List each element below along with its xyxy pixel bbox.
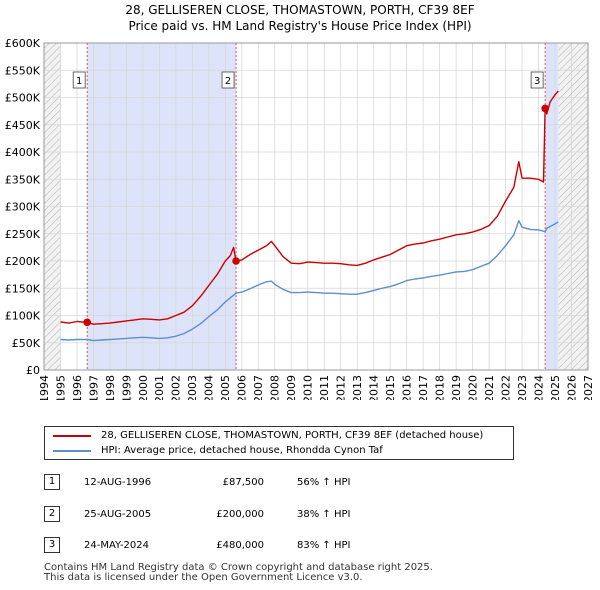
footer-copyright: Contains HM Land Registry data © Crown c… — [44, 562, 433, 573]
x-tick-label: 2009 — [285, 375, 298, 400]
x-tick-label: 2008 — [269, 375, 282, 400]
x-tick-label: 2004 — [203, 375, 216, 400]
transaction-hpi: 83% ↑ HPI — [297, 540, 351, 551]
sale-label-box — [72, 71, 86, 89]
x-tick-label: 1999 — [120, 375, 133, 400]
x-tick-label: 2001 — [153, 375, 166, 400]
x-tick-label: 2007 — [252, 375, 265, 400]
y-tick-label: £500K — [5, 92, 41, 105]
y-tick-label: £50K — [12, 337, 41, 350]
x-tick-label: 2024 — [532, 375, 545, 400]
y-tick-label: £100K — [5, 310, 41, 323]
y-tick-label: £450K — [5, 119, 41, 132]
y-tick-label: £400K — [5, 146, 41, 159]
transaction-date: 25-AUG-2005 — [84, 509, 152, 520]
x-tick-label: 2011 — [318, 375, 331, 400]
y-tick-label: £200K — [5, 255, 41, 268]
x-tick-label: 2025 — [549, 375, 562, 400]
hpi-line — [60, 220, 559, 342]
footer-licence: This data is licensed under the Open Gov… — [44, 572, 363, 583]
x-tick-label: 2022 — [499, 375, 512, 400]
legend-swatch-property — [53, 435, 91, 437]
x-tick-label: 2026 — [565, 375, 578, 400]
chart-title: 28, GELLISEREN CLOSE, THOMASTOWN, PORTH,… — [125, 3, 475, 17]
transaction-number: 3 — [44, 537, 60, 553]
transaction-price: £480,000 — [216, 540, 264, 551]
sale-label-box — [221, 71, 235, 89]
x-tick-label: 2012 — [335, 375, 348, 400]
y-tick-label: £350K — [5, 173, 41, 186]
legend-label-hpi: HPI: Average price, detached house, Rhon… — [101, 445, 383, 456]
y-tick-label: £250K — [5, 228, 41, 241]
x-tick-label: 1995 — [54, 375, 67, 400]
legend-item-hpi: HPI: Average price, detached house, Rhon… — [53, 443, 383, 459]
x-tick-label: 2014 — [368, 375, 381, 400]
x-tick-label: 2006 — [236, 375, 249, 400]
property-price-line — [60, 90, 559, 325]
x-tick-label: 1997 — [87, 375, 100, 400]
sale-label-box — [530, 71, 544, 89]
sale-point — [83, 318, 91, 327]
x-tick-label: 2000 — [137, 375, 150, 400]
y-tick-label: £150K — [5, 282, 41, 295]
x-tick-label: 2021 — [483, 375, 496, 400]
x-tick-label: 2019 — [450, 375, 463, 400]
transaction-hpi: 38% ↑ HPI — [297, 509, 351, 520]
x-tick-label: 2003 — [186, 375, 199, 400]
x-tick-label: 2018 — [433, 375, 446, 400]
legend-label-property: 28, GELLISEREN CLOSE, THOMASTOWN, PORTH,… — [101, 430, 484, 441]
transaction-number: 2 — [44, 506, 60, 522]
legend-item-property: 28, GELLISEREN CLOSE, THOMASTOWN, PORTH,… — [53, 428, 483, 444]
sale-point — [232, 257, 240, 265]
transaction-hpi: 56% ↑ HPI — [297, 477, 351, 488]
y-tick-label: £550K — [5, 64, 41, 77]
x-tick-label: 2020 — [466, 375, 479, 400]
x-tick-label: 2013 — [351, 375, 364, 400]
transaction-date: 12-AUG-1996 — [84, 477, 152, 488]
x-tick-label: 2002 — [170, 375, 183, 400]
legend: 28, GELLISEREN CLOSE, THOMASTOWN, PORTH,… — [44, 426, 514, 460]
x-tick-label: 2023 — [516, 375, 529, 400]
x-tick-label: 2016 — [401, 375, 414, 400]
sale-label-text: 3 — [534, 76, 540, 87]
x-tick-label: 2027 — [582, 375, 595, 400]
x-tick-label: 1998 — [104, 375, 117, 400]
transaction-price: £200,000 — [216, 509, 264, 520]
x-tick-label: 1996 — [71, 375, 84, 400]
transaction-price: £87,500 — [222, 477, 264, 488]
sale-label-text: 1 — [76, 76, 82, 87]
x-tick-label: 2017 — [417, 375, 430, 400]
legend-swatch-hpi — [53, 450, 91, 452]
sale-label-text: 2 — [225, 76, 231, 87]
transaction-number: 1 — [44, 474, 60, 490]
x-tick-label: 1994 — [38, 375, 51, 400]
x-tick-label: 2015 — [384, 375, 397, 400]
x-tick-label: 2010 — [302, 375, 315, 400]
plot-frame — [43, 42, 589, 371]
x-tick-label: 2005 — [219, 375, 232, 400]
sale-point — [541, 104, 549, 113]
y-tick-label: £0 — [26, 364, 40, 377]
chart-subtitle: Price paid vs. HM Land Registry's House … — [128, 19, 472, 33]
transaction-date: 24-MAY-2024 — [84, 540, 150, 551]
y-tick-label: £600K — [5, 37, 41, 50]
y-tick-label: £300K — [5, 201, 41, 214]
price-chart: 1 2 3 £0 £50K £100K £150K £200K £250K £300K £350K… — [5, 37, 595, 400]
